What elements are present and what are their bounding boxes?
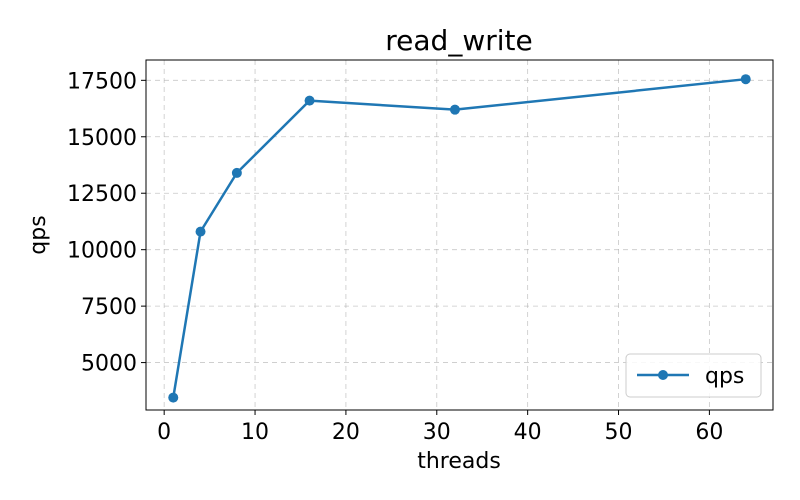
x-tick-label: 40 xyxy=(514,420,542,445)
grid xyxy=(146,60,773,410)
data-point xyxy=(304,95,315,106)
series-line-qps xyxy=(172,77,746,398)
y-tick-label: 10000 xyxy=(67,239,137,264)
x-tick-label: 30 xyxy=(423,420,451,445)
chart-title: read_write xyxy=(385,24,532,57)
x-axis-ticks: 0 10 20 30 40 50 60 xyxy=(157,410,723,445)
data-point xyxy=(449,104,460,115)
series-layer xyxy=(168,74,751,403)
y-tick-label: 17500 xyxy=(67,69,137,94)
x-tick-label: 10 xyxy=(241,420,269,445)
y-tick-label: 12500 xyxy=(67,182,137,207)
data-point xyxy=(740,74,751,85)
x-tick-label: 0 xyxy=(157,420,171,445)
y-tick-label: 5000 xyxy=(81,352,137,377)
plot-area-frame xyxy=(145,59,774,411)
legend: qps xyxy=(625,353,762,398)
x-axis-label: threads xyxy=(417,449,501,474)
y-tick-label: 7500 xyxy=(81,295,137,320)
x-tick-label: 60 xyxy=(695,420,723,445)
legend-box xyxy=(625,353,762,398)
legend-label: qps xyxy=(705,364,744,389)
x-tick-label: 20 xyxy=(332,420,360,445)
legend-marker-sample xyxy=(658,370,668,380)
x-tick-label: 50 xyxy=(605,420,633,445)
data-point xyxy=(231,167,242,178)
data-point xyxy=(168,392,179,403)
y-tick-label: 15000 xyxy=(67,126,137,151)
data-point xyxy=(195,226,206,237)
y-axis-label: qps xyxy=(26,215,51,254)
y-axis-ticks: 5000 7500 10000 12500 15000 17500 xyxy=(67,69,146,377)
